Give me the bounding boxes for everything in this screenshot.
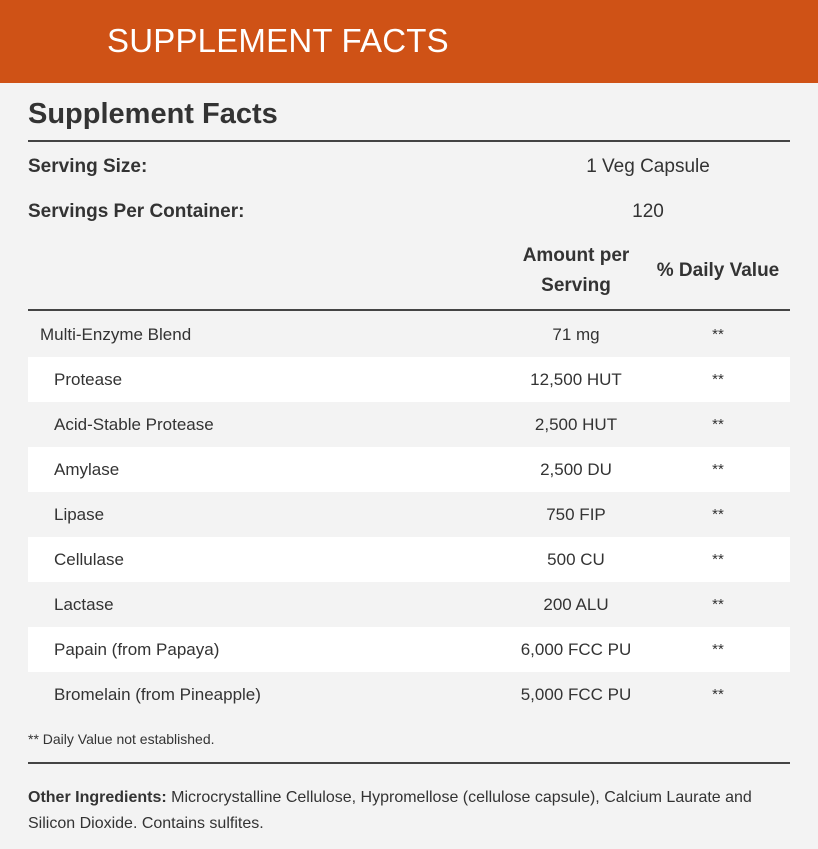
row-name: Cellulase: [54, 550, 124, 569]
row-amount: 500 CU: [547, 550, 605, 569]
row-daily-value: **: [712, 461, 724, 478]
row-amount: 200 ALU: [543, 595, 609, 614]
serving-size-value: 1 Veg Capsule: [586, 156, 710, 177]
table-row: Lipase 750 FIP **: [28, 492, 790, 537]
row-name: Amylase: [54, 460, 120, 479]
amount-header-line2: Serving: [541, 275, 611, 296]
table-row: Papain (from Papaya) 6,000 FCC PU **: [28, 627, 790, 672]
footnote-divider: [28, 762, 790, 764]
table-row: Protease 12,500 HUT **: [28, 357, 790, 402]
row-name: Protease: [54, 370, 123, 389]
row-name: Multi-Enzyme Blend: [40, 325, 192, 344]
table-row: Bromelain (from Pineapple) 5,000 FCC PU …: [28, 672, 790, 717]
row-name: Acid-Stable Protease: [54, 415, 214, 434]
serving-size-label: Serving Size:: [28, 156, 148, 177]
table-row: Acid-Stable Protease 2,500 HUT **: [28, 402, 790, 447]
other-ingredients-label: Other Ingredients:: [28, 789, 167, 806]
other-ingredients: Other Ingredients: Microcrystalline Cell…: [28, 785, 798, 837]
row-daily-value: **: [712, 371, 724, 388]
other-ingredients-text: Microcrystalline Cellulose, Hypromellose…: [28, 789, 752, 832]
row-name: Bromelain (from Pineapple): [54, 685, 261, 704]
title-divider: [28, 140, 790, 142]
daily-value-header: % Daily Value: [656, 260, 780, 281]
row-amount: 6,000 FCC PU: [520, 640, 632, 659]
row-daily-value: **: [712, 326, 724, 343]
row-daily-value: **: [712, 641, 724, 658]
table-row: Cellulase 500 CU **: [28, 537, 790, 582]
row-amount: 2,500 HUT: [534, 415, 618, 434]
servings-per-container-label: Servings Per Container:: [28, 201, 245, 222]
table-row: Multi-Enzyme Blend 71 mg **: [28, 312, 790, 357]
row-amount: 71 mg: [552, 325, 600, 344]
table-row: Lactase 200 ALU **: [28, 582, 790, 627]
daily-value-footnote: ** Daily Value not established.: [28, 731, 215, 747]
row-daily-value: **: [712, 551, 724, 568]
row-daily-value: **: [712, 416, 724, 433]
servings-per-container-value: 120: [632, 201, 664, 222]
header-divider: [28, 309, 790, 311]
banner-title: SUPPLEMENT FACTS: [107, 22, 449, 59]
row-amount: 750 FIP: [546, 505, 606, 524]
row-amount: 2,500 DU: [540, 460, 612, 479]
row-daily-value: **: [712, 686, 724, 703]
amount-per-serving-header: Amount per Serving: [476, 241, 676, 301]
row-name: Lipase: [54, 505, 105, 524]
row-daily-value: **: [712, 506, 724, 523]
header-banner: SUPPLEMENT FACTS: [0, 0, 818, 83]
table-row: Amylase 2,500 DU **: [28, 447, 790, 492]
row-daily-value: **: [712, 596, 724, 613]
amount-header-line1: Amount per: [522, 245, 630, 266]
panel-title: Supplement Facts: [28, 98, 278, 130]
row-amount: 12,500 HUT: [530, 370, 622, 389]
row-name: Lactase: [54, 595, 114, 614]
row-amount: 5,000 FCC PU: [520, 685, 632, 704]
row-name: Papain (from Papaya): [54, 640, 220, 659]
